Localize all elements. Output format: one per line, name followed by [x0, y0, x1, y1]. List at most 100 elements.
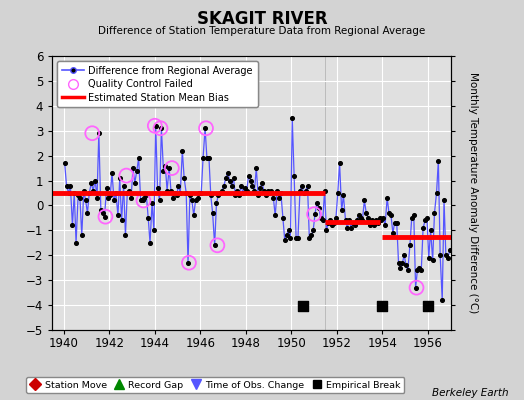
Point	[269, 195, 278, 201]
Point	[184, 260, 192, 266]
Point	[377, 217, 386, 224]
Point	[110, 197, 118, 204]
Point	[353, 217, 361, 224]
Point	[243, 187, 251, 194]
Point	[195, 190, 204, 196]
Point	[193, 195, 202, 201]
Point	[434, 158, 443, 164]
Point	[288, 115, 297, 122]
Point	[330, 220, 339, 226]
Point	[129, 165, 137, 171]
Point	[417, 267, 425, 274]
Point	[299, 303, 307, 310]
Point	[185, 260, 193, 266]
Point	[80, 187, 88, 194]
Point	[254, 192, 263, 199]
Point	[381, 222, 389, 228]
Point	[60, 160, 69, 166]
Point	[137, 197, 145, 204]
Point	[163, 187, 171, 194]
Point	[159, 167, 168, 174]
Point	[319, 217, 327, 224]
Point	[378, 303, 387, 310]
Point	[334, 190, 342, 196]
Point	[410, 212, 418, 219]
Point	[421, 217, 429, 224]
Point	[256, 185, 265, 191]
Point	[248, 182, 257, 189]
Point	[259, 187, 268, 194]
Point	[432, 190, 441, 196]
Point	[324, 220, 333, 226]
Point	[197, 190, 205, 196]
Point	[310, 211, 318, 217]
Point	[101, 214, 110, 220]
Point	[403, 267, 412, 274]
Point	[133, 167, 141, 174]
Point	[345, 217, 353, 224]
Point	[265, 190, 274, 196]
Point	[328, 222, 336, 228]
Point	[230, 175, 238, 181]
Point	[216, 190, 225, 196]
Point	[424, 303, 432, 310]
Point	[117, 217, 126, 224]
Point	[119, 182, 128, 189]
Point	[383, 195, 391, 201]
Point	[429, 257, 437, 264]
Point	[161, 162, 169, 169]
Point	[220, 182, 228, 189]
Point	[279, 215, 287, 221]
Point	[332, 215, 340, 221]
Point	[416, 264, 424, 271]
Point	[185, 192, 194, 199]
Y-axis label: Monthly Temperature Anomaly Difference (°C): Monthly Temperature Anomaly Difference (…	[468, 72, 478, 314]
Point	[125, 187, 134, 194]
Point	[239, 190, 247, 196]
Point	[430, 210, 439, 216]
Point	[168, 165, 176, 171]
Legend: Difference from Regional Average, Quality Control Failed, Estimated Station Mean: Difference from Regional Average, Qualit…	[57, 61, 258, 107]
Point	[326, 217, 334, 224]
Point	[343, 225, 352, 231]
Point	[355, 212, 363, 219]
Point	[305, 235, 313, 241]
Point	[261, 192, 270, 199]
Point	[139, 197, 148, 204]
Point	[178, 148, 187, 154]
Point	[366, 222, 374, 228]
Point	[362, 210, 370, 216]
Point	[78, 232, 86, 238]
Point	[146, 240, 154, 246]
Point	[313, 200, 321, 206]
Point	[316, 215, 325, 221]
Point	[320, 187, 329, 194]
Point	[205, 155, 213, 161]
Point	[199, 155, 207, 161]
Point	[244, 172, 253, 179]
Point	[372, 217, 380, 224]
Point	[445, 247, 454, 254]
Point	[154, 185, 162, 191]
Point	[130, 180, 139, 186]
Point	[150, 227, 158, 234]
Point	[104, 195, 113, 201]
Point	[123, 190, 132, 196]
Point	[395, 260, 403, 266]
Point	[211, 242, 219, 248]
Point	[294, 235, 302, 241]
Point	[235, 192, 244, 199]
Point	[87, 180, 95, 186]
Point	[169, 195, 177, 201]
Point	[351, 222, 359, 228]
Point	[374, 220, 382, 226]
Point	[225, 177, 234, 184]
Point	[201, 125, 209, 132]
Point	[411, 284, 420, 291]
Point	[315, 205, 323, 211]
Point	[140, 195, 148, 201]
Point	[280, 237, 289, 244]
Point	[231, 192, 239, 199]
Text: SKAGIT RIVER: SKAGIT RIVER	[196, 10, 328, 28]
Point	[190, 212, 198, 219]
